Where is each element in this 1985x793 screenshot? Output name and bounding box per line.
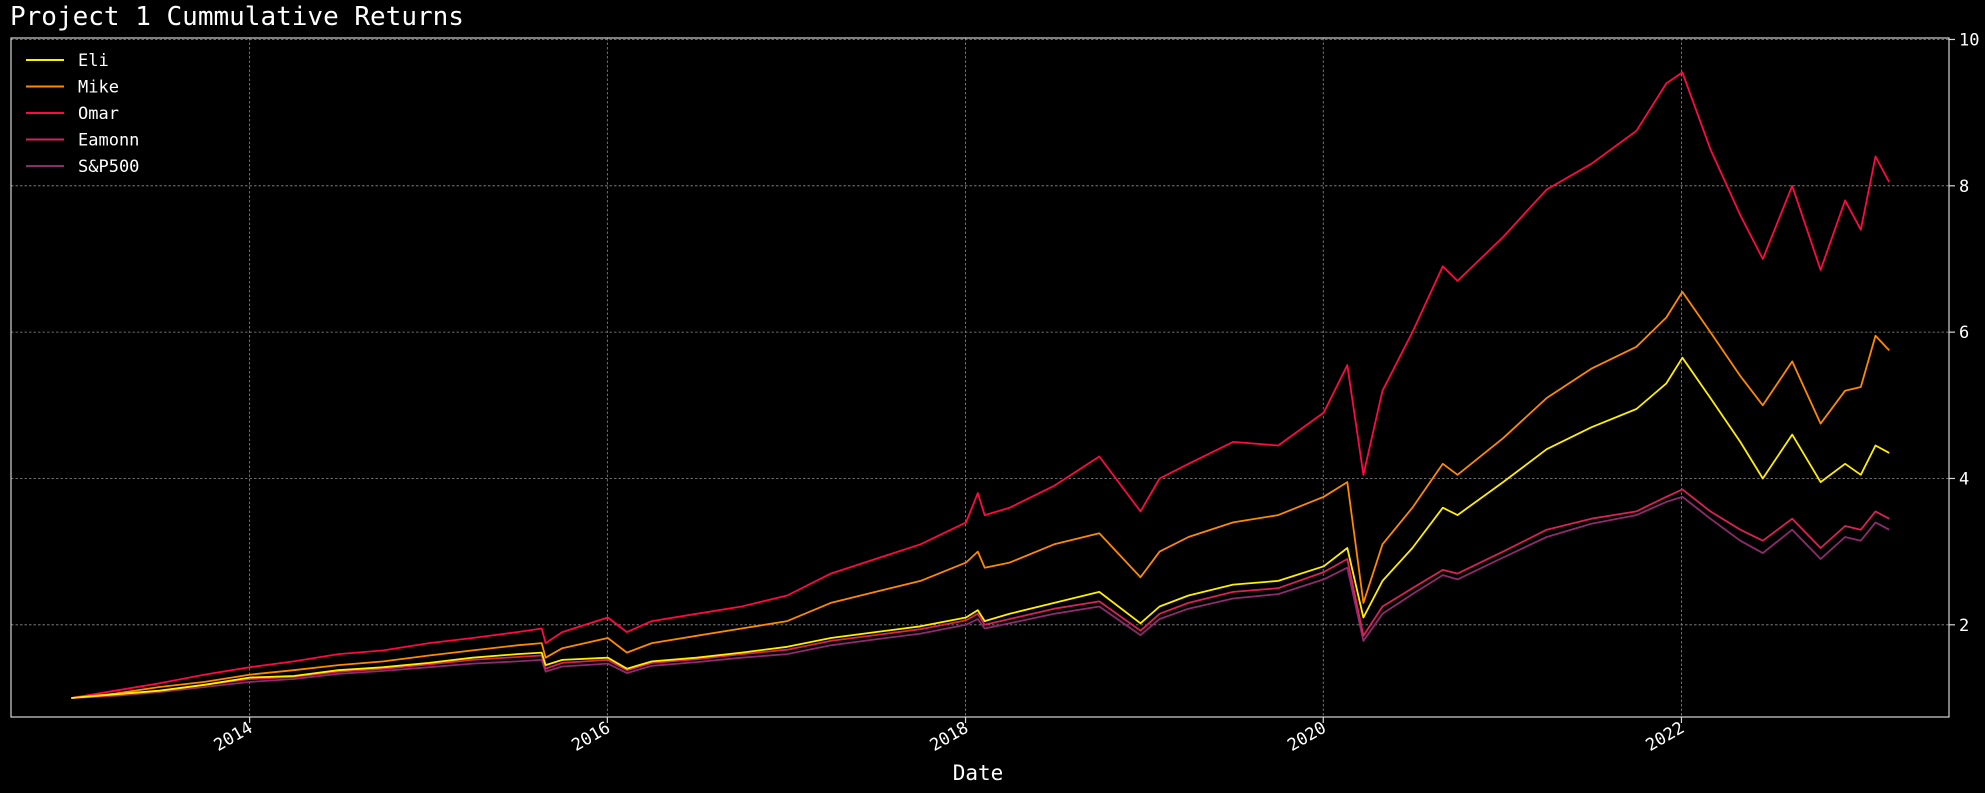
- legend-label: Eli: [78, 51, 109, 71]
- plot-frame: [10, 37, 1950, 718]
- y-tick-label: 6: [1959, 323, 1969, 343]
- y-tick-label: 10: [1959, 30, 1979, 50]
- legend-label: Omar: [78, 104, 119, 124]
- y-tick-label: 4: [1959, 469, 1969, 489]
- x-tick-label: 2020: [1284, 718, 1329, 756]
- x-tick-label: 2018: [927, 718, 972, 756]
- legend-label: Mike: [78, 78, 119, 98]
- y-tick-label: 8: [1959, 177, 1969, 197]
- x-axis-label: Date: [953, 761, 1004, 785]
- x-tick-label: 2014: [211, 718, 256, 756]
- chart-title: Project 1 Cummulative Returns: [10, 2, 464, 32]
- series-line-eamonn: [71, 488, 1890, 699]
- axis-ticks: 2 4 6 8 10 2014 2016 2018 2020 2022: [211, 30, 1980, 755]
- y-tick-label: 2: [1959, 616, 1969, 636]
- series-line-mike: [71, 290, 1890, 699]
- series-line-omar: [71, 71, 1890, 699]
- series-line-sp500: [71, 495, 1890, 699]
- series-lines: [71, 71, 1890, 699]
- legend-label: S&P500: [78, 157, 139, 177]
- legend: Eli Mike Omar Eamonn S&P500: [26, 51, 139, 177]
- legend-label: Eamonn: [78, 131, 139, 151]
- series-line-eli: [71, 356, 1890, 699]
- grid-lines: [11, 38, 1949, 717]
- x-tick-label: 2016: [568, 718, 613, 756]
- x-tick-label: 2022: [1642, 718, 1687, 756]
